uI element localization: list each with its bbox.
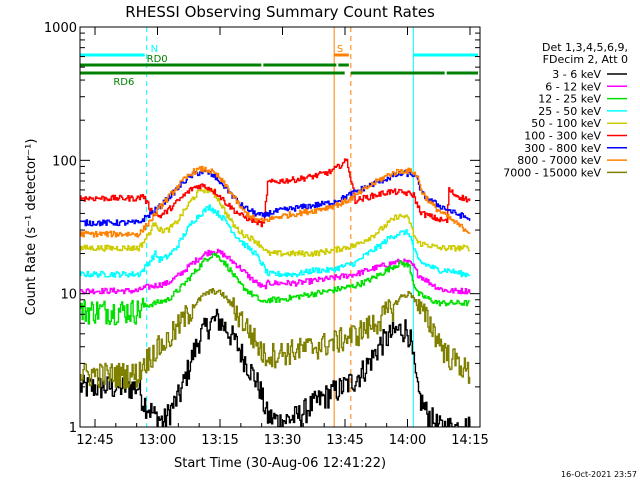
axis-ticks: 12:45 13:00 13:15 13:30 13:45 14:00 14:15 1 10 10… bbox=[44, 21, 489, 448]
legend-label-2: 12 - 25 keV bbox=[538, 93, 601, 106]
flag-label-1: RD0 bbox=[147, 54, 168, 65]
legend-label-1: 6 - 12 keV bbox=[545, 80, 601, 93]
legend-label-4: 50 - 100 keV bbox=[531, 117, 601, 130]
x-tick-label-4: 13:45 bbox=[326, 433, 363, 448]
series-lines bbox=[80, 158, 471, 427]
footer-timestamp: 16-Oct-2021 23:57 bbox=[561, 470, 637, 479]
y-axis-label: Count Rate (s⁻¹ detector⁻¹) bbox=[24, 139, 39, 316]
legend-header-line-1: Det 1,3,4,5,6,9, bbox=[542, 41, 628, 54]
legend-header-line-2: FDecim 2, Att 0 bbox=[543, 53, 628, 66]
x-tick-label-6: 14:15 bbox=[451, 433, 488, 448]
legend-label-0: 3 - 6 keV bbox=[552, 68, 601, 81]
y-tick-label-0: 1 bbox=[69, 421, 77, 436]
series-line-2 bbox=[80, 252, 471, 326]
series-line-5 bbox=[80, 158, 471, 228]
legend: Det 1,3,4,5,6,9, FDecim 2, Att 0 3 - 6 k… bbox=[503, 41, 628, 179]
flag-label-3: S bbox=[337, 44, 343, 55]
legend-label-5: 100 - 300 keV bbox=[524, 130, 601, 143]
series-line-1 bbox=[80, 248, 471, 295]
series-line-4 bbox=[80, 186, 471, 257]
y-tick-label-1: 10 bbox=[60, 288, 77, 303]
plot-frame bbox=[79, 26, 481, 428]
series-line-6 bbox=[80, 169, 471, 227]
flag-bars bbox=[80, 53, 478, 75]
x-tick-label-3: 13:30 bbox=[264, 433, 301, 448]
series-line-3 bbox=[80, 204, 471, 278]
x-tick-label-5: 14:00 bbox=[389, 433, 426, 448]
flag-label-0: N bbox=[151, 44, 158, 55]
x-tick-label-0: 12:45 bbox=[76, 433, 113, 448]
legend-label-6: 300 - 800 keV bbox=[524, 142, 601, 155]
legend-label-7: 800 - 7000 keV bbox=[517, 154, 601, 167]
series-line-7 bbox=[80, 165, 471, 238]
flag-label-2: RD6 bbox=[113, 77, 134, 88]
x-tick-label-1: 13:00 bbox=[139, 433, 176, 448]
x-tick-label-2: 13:15 bbox=[201, 433, 238, 448]
legend-label-3: 25 - 50 keV bbox=[538, 105, 601, 118]
y-tick-label-2: 100 bbox=[52, 154, 77, 169]
y-tick-label-3: 1000 bbox=[44, 21, 77, 36]
series-line-8 bbox=[80, 288, 471, 389]
x-axis-label: Start Time (30-Aug-06 12:41:22) bbox=[174, 456, 386, 471]
series-line-0 bbox=[80, 308, 471, 427]
legend-label-8: 7000 - 15000 keV bbox=[503, 166, 601, 179]
chart-title: RHESSI Observing Summary Count Rates bbox=[125, 3, 435, 21]
